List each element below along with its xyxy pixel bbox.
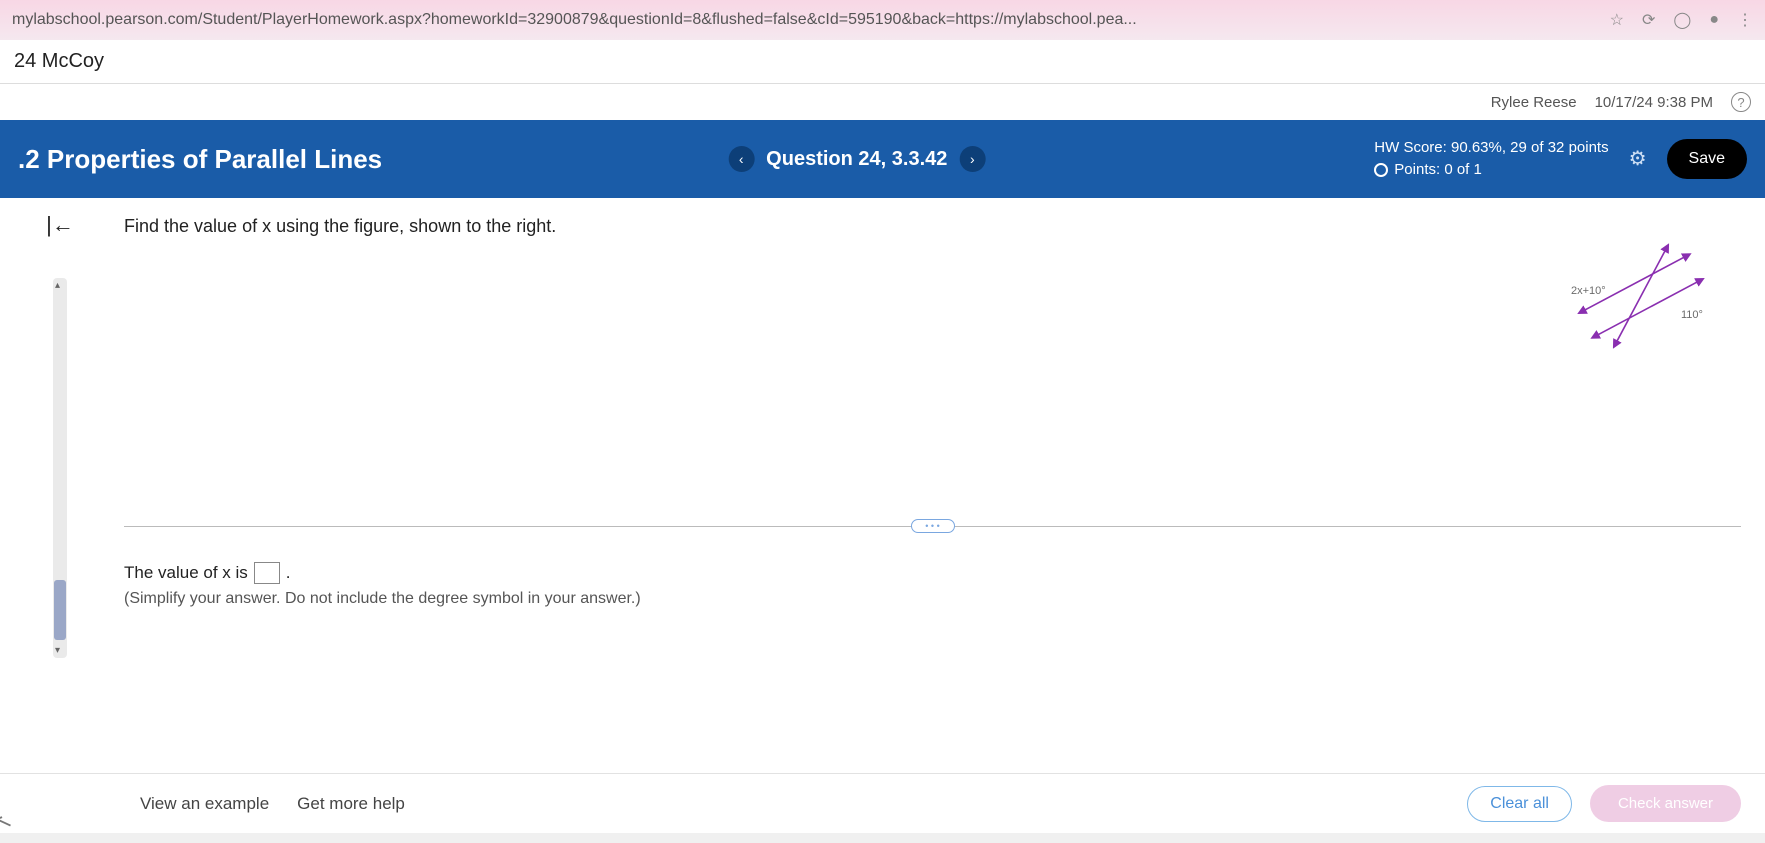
points-text: Points: 0 of 1 bbox=[1394, 159, 1482, 182]
scroll-up-icon[interactable]: ▴ bbox=[55, 280, 60, 291]
pane-divider: • • • bbox=[124, 516, 1741, 536]
content-area: |← ▴ ▾ ↖ Find the value of x using the f… bbox=[0, 198, 1765, 773]
profile-icon[interactable]: ● bbox=[1709, 11, 1719, 29]
assignment-header: Rylee Reese 10/17/24 9:38 PM ? bbox=[0, 84, 1765, 120]
prev-question-button[interactable]: ‹ bbox=[728, 146, 754, 172]
next-question-button[interactable]: › bbox=[959, 146, 985, 172]
figure-diagram: 2x+10° 110° bbox=[1541, 216, 1741, 376]
collapse-icon[interactable]: |← bbox=[46, 212, 74, 238]
scroll-track[interactable]: ▴ ▾ bbox=[53, 278, 67, 658]
answer-input[interactable] bbox=[254, 562, 280, 584]
scroll-thumb[interactable] bbox=[54, 580, 66, 640]
browser-address-bar: mylabschool.pearson.com/Student/PlayerHo… bbox=[0, 0, 1765, 40]
clear-all-button[interactable]: Clear all bbox=[1467, 786, 1572, 822]
main-area: Find the value of x using the figure, sh… bbox=[120, 198, 1765, 773]
star-icon[interactable]: ☆ bbox=[1610, 10, 1624, 30]
question-label: Question 24, 3.3.42 bbox=[766, 148, 947, 171]
course-title: 24 McCoy bbox=[14, 50, 104, 72]
svg-text:110°: 110° bbox=[1681, 309, 1703, 321]
section-title: .2 Properties of Parallel Lines bbox=[18, 144, 382, 175]
kebab-menu-icon[interactable]: ⋮ bbox=[1737, 10, 1753, 30]
browser-action-icons: ☆ ⟳ ◯ ● ⋮ bbox=[1610, 10, 1753, 30]
question-banner: .2 Properties of Parallel Lines ‹ Questi… bbox=[0, 120, 1765, 198]
question-nav: ‹ Question 24, 3.3.42 › bbox=[728, 146, 985, 172]
check-answer-button[interactable]: Check answer bbox=[1590, 785, 1741, 822]
gear-icon[interactable]: ⚙ bbox=[1629, 144, 1647, 174]
answer-hint: (Simplify your answer. Do not include th… bbox=[124, 590, 1741, 608]
student-name: Rylee Reese bbox=[1491, 94, 1577, 111]
bottom-bar: View an example Get more help Clear all … bbox=[0, 773, 1765, 833]
divider-handle[interactable]: • • • bbox=[911, 519, 955, 533]
course-tab: 24 McCoy bbox=[0, 40, 1765, 84]
get-more-help-link[interactable]: Get more help bbox=[297, 794, 405, 814]
problem-prompt: Find the value of x using the figure, sh… bbox=[124, 216, 1521, 237]
answer-prefix: The value of x is bbox=[124, 563, 248, 583]
svg-text:2x+10°: 2x+10° bbox=[1571, 285, 1606, 297]
url-text[interactable]: mylabschool.pearson.com/Student/PlayerHo… bbox=[12, 11, 1610, 29]
view-example-link[interactable]: View an example bbox=[140, 794, 269, 814]
save-button[interactable]: Save bbox=[1667, 139, 1747, 179]
answer-suffix: . bbox=[286, 563, 291, 583]
extension-icon[interactable]: ◯ bbox=[1673, 10, 1691, 30]
left-gutter: |← ▴ ▾ ↖ bbox=[0, 198, 120, 773]
help-icon[interactable]: ? bbox=[1731, 92, 1751, 112]
header-datetime: 10/17/24 9:38 PM bbox=[1595, 94, 1713, 111]
sync-icon[interactable]: ⟳ bbox=[1642, 10, 1655, 30]
score-block: HW Score: 90.63%, 29 of 32 points Points… bbox=[1374, 137, 1747, 182]
points-status-icon bbox=[1374, 163, 1388, 177]
scroll-down-icon[interactable]: ▾ bbox=[55, 645, 60, 656]
prompt-row: Find the value of x using the figure, sh… bbox=[124, 216, 1741, 376]
answer-area: The value of x is . (Simplify your answe… bbox=[124, 536, 1741, 608]
hw-score: HW Score: 90.63%, 29 of 32 points bbox=[1374, 137, 1608, 160]
